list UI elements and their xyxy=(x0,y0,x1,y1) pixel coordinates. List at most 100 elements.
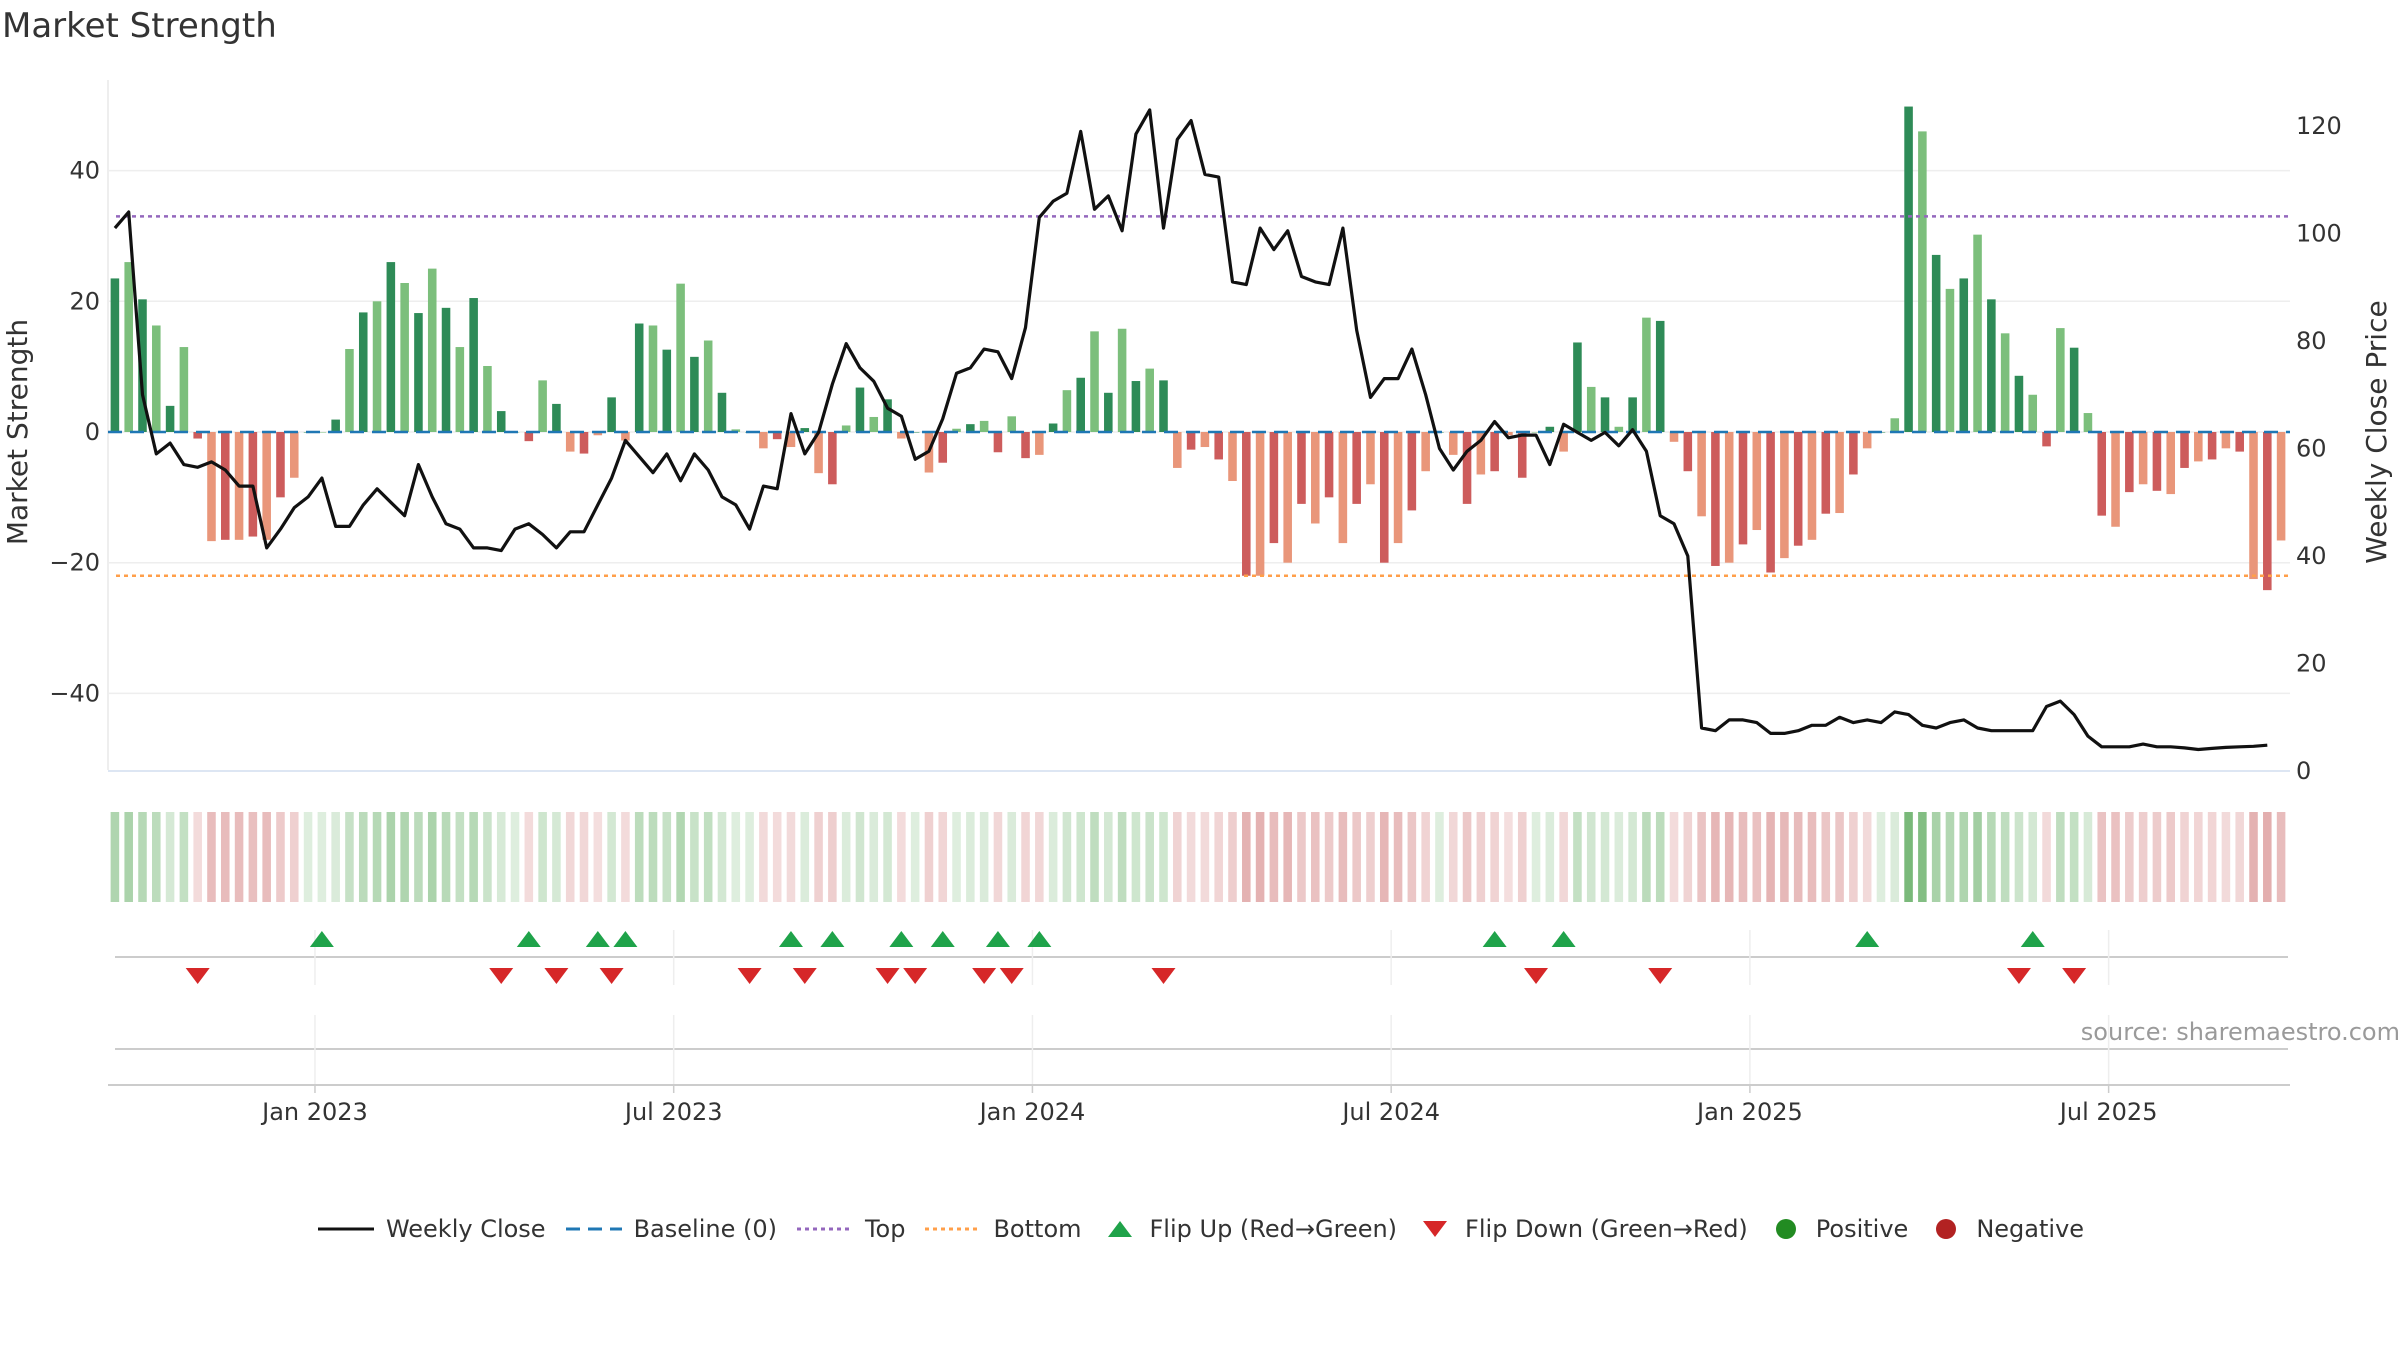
strength-bar xyxy=(662,349,672,432)
legend-item-bottom[interactable]: Bottom xyxy=(923,1215,1082,1243)
heat-cell xyxy=(1131,812,1141,902)
strength-bar xyxy=(1559,432,1568,452)
strength-bar xyxy=(952,428,961,432)
triangle-up-icon xyxy=(1107,1221,1132,1237)
heat-cell xyxy=(1255,812,1265,902)
legend-label: Top xyxy=(864,1215,906,1243)
heat-cell xyxy=(1531,812,1541,902)
legend-item-flip-up[interactable]: Flip Up (Red→Green) xyxy=(1100,1215,1397,1243)
strength-bar xyxy=(455,347,465,432)
heat-cell xyxy=(621,812,630,902)
heat-cell xyxy=(1766,812,1775,902)
heat-cell xyxy=(1642,812,1651,902)
heat-cell xyxy=(221,812,230,902)
strength-bar xyxy=(1642,317,1651,432)
x-tick-label: Jan 2023 xyxy=(260,1098,368,1126)
y-right-tick-label: 60 xyxy=(2296,435,2327,463)
heat-cell xyxy=(1669,812,1679,902)
heat-cell xyxy=(441,812,451,902)
dotted-line-icon xyxy=(925,1227,982,1231)
flip-down-marker xyxy=(2006,968,2031,984)
heat-cell xyxy=(276,812,285,902)
strength-bar xyxy=(1407,432,1417,511)
heat-cell xyxy=(703,812,713,902)
heat-cell xyxy=(938,812,948,902)
strength-bar xyxy=(938,432,948,463)
heat-cell xyxy=(1711,812,1720,902)
heat-cell xyxy=(483,812,492,902)
heat-cell xyxy=(2042,812,2051,902)
heat-cell xyxy=(1242,812,1251,902)
heat-cell xyxy=(1021,812,1030,902)
heat-cell xyxy=(2221,812,2231,902)
flip-down-marker xyxy=(544,968,569,984)
heat-cell xyxy=(2166,812,2175,902)
strength-bar xyxy=(1683,432,1693,472)
heat-cell xyxy=(1821,812,1831,902)
flip-up-marker xyxy=(585,931,610,947)
heat-cell xyxy=(1076,812,1085,902)
heat-cell xyxy=(1655,812,1665,902)
strength-bar xyxy=(1283,432,1292,563)
heat-cell xyxy=(952,812,961,902)
solid-line-icon xyxy=(317,1227,374,1231)
heat-cell xyxy=(1545,812,1555,902)
strength-bar xyxy=(1973,234,1982,432)
heat-cell xyxy=(800,812,810,902)
heat-cell xyxy=(179,812,189,902)
heat-cell xyxy=(662,812,672,902)
heat-cell xyxy=(1614,812,1624,902)
heat-cell xyxy=(2180,812,2189,902)
legend-item-flip-down[interactable]: Flip Down (Green→Red) xyxy=(1415,1215,1748,1243)
legend-item-negative[interactable]: Negative xyxy=(1926,1215,2084,1243)
heat-cell xyxy=(1600,812,1610,902)
strength-bar xyxy=(2221,432,2231,449)
strength-bar xyxy=(276,432,285,498)
strength-bar xyxy=(1007,416,1017,432)
strength-bar xyxy=(1987,299,1996,432)
strength-bar xyxy=(814,432,823,474)
legend-item-positive[interactable]: Positive xyxy=(1766,1215,1909,1243)
strength-bar xyxy=(1504,432,1513,436)
legend-label: Positive xyxy=(1815,1215,1909,1243)
heat-cell xyxy=(372,812,382,902)
strength-bar xyxy=(1517,432,1527,478)
strength-bar xyxy=(1228,432,1237,482)
heat-cell xyxy=(1035,812,1044,902)
strength-bar xyxy=(358,312,368,432)
heat-cell xyxy=(414,812,423,902)
strength-bar xyxy=(386,262,396,432)
legend-label: Flip Down (Green→Red) xyxy=(1465,1215,1748,1243)
heat-cell xyxy=(2000,812,2010,902)
legend-item-weekly-close[interactable]: Weekly Close xyxy=(316,1215,546,1243)
heat-cell xyxy=(993,812,1003,902)
strength-bar xyxy=(1021,432,1030,459)
strength-bar xyxy=(579,432,589,454)
heat-cell xyxy=(138,812,147,902)
heat-cell xyxy=(883,812,892,902)
heat-cell xyxy=(1062,812,1072,902)
strength-bar xyxy=(2000,333,2010,432)
legend-item-top[interactable]: Top xyxy=(795,1215,906,1243)
strength-bar xyxy=(786,432,796,448)
heat-cell xyxy=(358,812,368,902)
heat-cell xyxy=(1959,812,1969,902)
heat-cell xyxy=(2152,812,2162,902)
heat-cell xyxy=(1007,812,1017,902)
heat-cell xyxy=(897,812,906,902)
heat-cell xyxy=(2249,812,2258,902)
heat-cell xyxy=(634,812,644,902)
flip-up-marker xyxy=(778,931,803,947)
heat-cell xyxy=(303,812,313,902)
y-right-tick-label: 120 xyxy=(2296,112,2342,140)
legend-item-baseline[interactable]: Baseline (0) xyxy=(564,1215,777,1243)
heat-cell xyxy=(552,812,561,902)
heat-cell xyxy=(193,812,202,902)
strength-bar xyxy=(1545,426,1555,432)
strength-bar xyxy=(828,432,837,485)
strength-bar xyxy=(331,419,340,432)
strength-bar xyxy=(1918,131,1927,432)
strength-bar xyxy=(414,313,423,432)
strength-bar xyxy=(1090,331,1099,432)
strength-bar xyxy=(152,325,161,432)
